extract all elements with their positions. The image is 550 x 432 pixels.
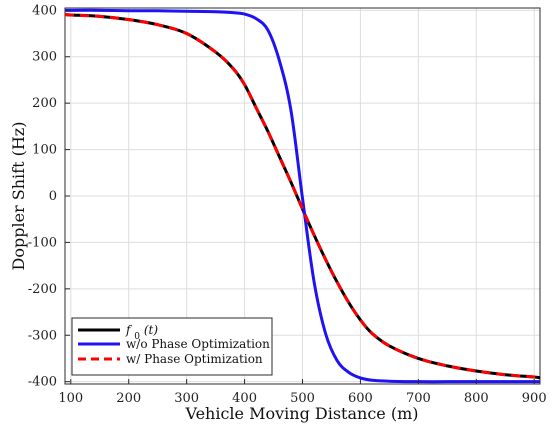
tick-layer: 100 200 300 400 500 600 700 800 900 400 300 200 100 0… [28,3,547,406]
legend-label-f0: f 0 (t) [125,323,158,342]
y-tick-label: -300 [28,328,57,343]
series-with-phase-line [64,13,541,380]
x-tick-label: 900 [522,391,547,406]
x-axis-label: Vehicle Moving Distance (m) [184,404,418,423]
x-tick-label: 500 [290,391,315,406]
y-tick-label: -200 [28,282,57,297]
series-layer [64,8,541,384]
legend-box [71,317,273,376]
legend-label-without-phase: w/o Phase Optimization [126,337,270,351]
y-tick-label: 100 [32,143,57,158]
legend: f 0 (t) w/o Phase Optimization w/ Phase … [71,317,273,376]
x-tick-label: 700 [406,391,431,406]
legend-label-with-phase: w/ Phase Optimization [126,352,263,366]
y-tick-label: 0 [49,189,57,204]
series-without-phase-line [64,8,540,384]
y-tick-label: -100 [28,235,57,250]
x-tick-label: 400 [232,391,257,406]
y-axis-label: Doppler Shift (Hz) [9,122,28,271]
x-tick-label: 100 [58,391,83,406]
y-tick-label: 300 [32,50,57,65]
legend-label-f0-tail: (t) [144,323,159,337]
x-tick-label: 200 [116,391,141,406]
legend-label-f0-main: f [125,323,133,337]
x-tick-label: 800 [464,391,489,406]
x-tick-label: 600 [348,391,373,406]
y-tick-label: 200 [32,96,57,111]
legend-label-f0-sub: 0 [134,332,140,342]
y-tick-label: -400 [28,375,57,390]
y-tick-label: 400 [32,3,57,18]
x-tick-label: 300 [174,391,199,406]
